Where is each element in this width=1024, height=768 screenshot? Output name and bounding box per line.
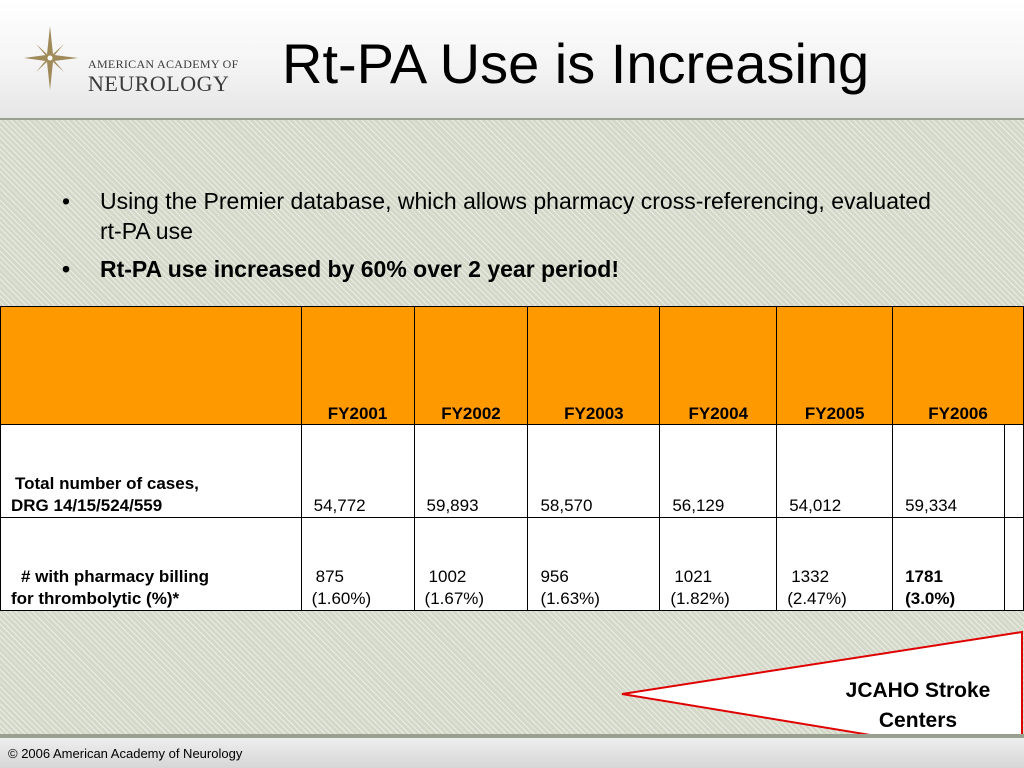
table-cell: 1021 (1.82%) xyxy=(659,517,778,611)
cell-count: 956 xyxy=(540,567,569,586)
table-cell: 59,334 xyxy=(892,424,1005,518)
table-row: Total number of cases, DRG 14/15/524/559… xyxy=(0,424,1024,518)
column-header: FY2004 xyxy=(659,306,778,425)
cell-percent: (1.63%) xyxy=(540,589,600,608)
column-header: FY2002 xyxy=(413,306,529,425)
row-label-line2: for thrombolytic (%)* xyxy=(11,589,180,608)
logo-text-line1: AMERICAN ACADEMY OF xyxy=(88,57,239,71)
bullet-dot: • xyxy=(62,256,71,282)
data-table: FY2001 FY2002 FY2003 FY2004 FY2005 FY200… xyxy=(0,306,1024,611)
table-spacer-cell xyxy=(1003,424,1024,518)
table-spacer-cell xyxy=(1003,517,1024,611)
row-label: # with pharmacy billing for thrombolytic… xyxy=(0,517,302,611)
footer-divider xyxy=(0,734,1024,738)
cell-percent: (3.0%) xyxy=(905,589,956,608)
table-cell: 875 (1.60%) xyxy=(300,517,415,611)
table-cell: 1781 (3.0%) xyxy=(892,517,1005,611)
slide-title: Rt-PA Use is Increasing xyxy=(282,32,870,95)
cell-count: 1781 xyxy=(905,567,943,586)
cell-count: 875 xyxy=(315,567,344,586)
cell-count: 1332 xyxy=(791,567,830,586)
bullet-item: • Rt-PA use increased by 60% over 2 year… xyxy=(58,254,938,284)
cell-percent: (1.67%) xyxy=(424,589,485,608)
table-cell: 1002 (1.67%) xyxy=(413,517,529,611)
cell-percent: (1.60%) xyxy=(311,589,372,608)
footer-bar xyxy=(0,738,1024,768)
bullet-item: • Using the Premier database, which allo… xyxy=(58,186,938,246)
aan-logo: AMERICAN ACADEMY OF NEUROLOGY xyxy=(22,24,238,96)
column-header: FY2003 xyxy=(527,306,661,425)
row-label-line2: DRG 14/15/524/559 xyxy=(11,496,163,515)
jcaho-annotation: JCAHO Stroke Centers xyxy=(820,676,1016,736)
table-cell: 59,893 xyxy=(413,424,529,518)
table-row: # with pharmacy billing for thrombolytic… xyxy=(0,517,1024,611)
bullet-dot: • xyxy=(62,188,71,214)
compass-star-icon xyxy=(24,26,78,90)
table-cell: 956 (1.63%) xyxy=(527,517,661,611)
table-cell: 56,129 xyxy=(659,424,778,518)
cell-percent: (2.47%) xyxy=(787,589,847,608)
row-label: Total number of cases, DRG 14/15/524/559 xyxy=(0,424,302,518)
row-label-line1: # with pharmacy billing xyxy=(21,567,209,586)
table-cell: 54,772 xyxy=(300,424,415,518)
row-label-line1: Total number of cases, xyxy=(15,474,199,493)
column-header: FY2001 xyxy=(300,306,415,425)
bullet-text: Using the Premier database, which allows… xyxy=(100,188,931,244)
annotation-line2: Centers xyxy=(878,709,958,732)
table-header-row: FY2001 FY2002 FY2003 FY2004 FY2005 FY200… xyxy=(0,306,1024,425)
header-empty-cell xyxy=(0,306,302,425)
bullet-text: Rt-PA use increased by 60% over 2 year p… xyxy=(100,256,619,282)
cell-count: 1021 xyxy=(674,567,713,586)
column-header: FY2005 xyxy=(776,306,894,425)
cell-count: 1002 xyxy=(428,567,467,586)
annotation-line1: JCAHO Stroke xyxy=(845,679,991,702)
bullet-list: • Using the Premier database, which allo… xyxy=(58,186,938,284)
copyright-text: © 2006 American Academy of Neurology xyxy=(8,746,243,761)
table-cell: 1332 (2.47%) xyxy=(776,517,894,611)
header-band: AMERICAN ACADEMY OF NEUROLOGY Rt-PA Use … xyxy=(0,0,1024,120)
logo-text-line2: NEUROLOGY xyxy=(88,71,230,96)
table-cell: 58,570 xyxy=(527,424,661,518)
column-header: FY2006 xyxy=(892,306,1024,425)
cell-percent: (1.82%) xyxy=(670,589,730,608)
table-cell: 54,012 xyxy=(776,424,894,518)
